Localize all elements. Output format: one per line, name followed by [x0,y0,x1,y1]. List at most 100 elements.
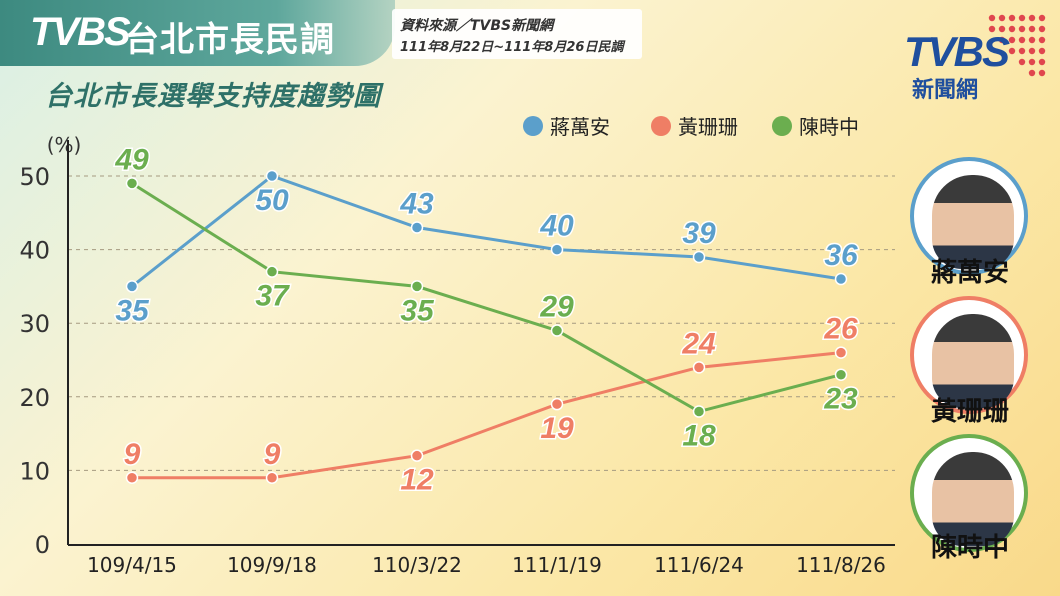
legend-label: 蔣萬安 [550,115,610,139]
source-text: 資料來源／TVBS新聞網 [400,18,554,34]
data-label: 49 [114,143,149,176]
data-label: 35 [115,294,150,327]
x-tick-label: 110/3/22 [372,553,462,577]
data-point [834,368,848,381]
series-line [132,351,842,480]
brand-dot [1018,25,1026,33]
y-axis-label: (%) [47,133,82,157]
data-label: 29 [539,291,574,324]
data-label: 37 [255,280,290,313]
brand-dot [1038,14,1046,22]
data-point [125,280,139,293]
brand-dot [998,25,1006,33]
brand-dot [1018,36,1026,44]
data-point [125,177,139,190]
legend-marker [772,116,792,136]
brand-dot [1028,58,1036,66]
data-label: 40 [539,210,574,243]
y-tick-label: 40 [19,237,50,265]
brand-dot [1038,47,1046,55]
legend-marker [523,116,543,136]
x-tick-label: 109/4/15 [87,553,177,577]
brand-dot [1028,36,1036,44]
data-point [692,250,706,264]
data-point [550,397,564,411]
candidate-name-3: 陳時中 [930,533,1009,563]
brand-dot [1038,58,1046,66]
brand-dot [1008,25,1016,33]
portrait-huang [932,314,1014,408]
data-label: 39 [682,217,716,250]
brand-dot [988,14,996,22]
x-tick-label: 111/1/19 [512,553,602,577]
y-tick-label: 0 [35,531,50,559]
brand-logo-sub: 新聞網 [912,78,979,103]
data-label: 12 [400,464,434,497]
candidate-avatar-2 [910,296,1028,414]
data-point [410,280,424,293]
candidate-avatar-1 [910,157,1028,275]
portrait-chen [932,452,1014,546]
data-label: 36 [824,239,858,272]
data-point [125,471,139,485]
y-tick-label: 10 [19,457,50,485]
legend-marker [651,116,671,136]
brand-dot [1018,58,1026,66]
candidate-name-1: 蔣萬安 [930,258,1009,288]
data-point [550,243,564,256]
data-label: 9 [124,438,141,471]
source-box: 資料來源／TVBS新聞網 111年8月22日~111年8月26日民調 [392,9,642,59]
y-tick-label: 20 [19,384,50,412]
brand-dot [1008,14,1016,22]
chart-title: 台北市長選舉支持度趨勢圖 [45,81,381,112]
brand-dot [1018,47,1026,55]
data-point [834,272,848,286]
brand-dots-icon [988,14,1046,77]
brand-dot [998,14,1006,22]
x-tick-label: 111/8/26 [796,553,886,577]
data-point [265,169,279,183]
data-point [265,471,279,485]
data-label: 23 [823,383,858,416]
legend-label: 黃珊珊 [678,115,738,139]
y-tick-label: 30 [19,310,50,338]
brand-logo: TVBS 新聞網 [898,12,1048,103]
brand-dot [1008,36,1016,44]
data-point [410,221,424,234]
tvbs-logo: TVBS [30,10,131,54]
portrait-chiang [932,175,1014,269]
x-tick-label: 109/9/18 [227,553,317,577]
data-point [265,265,279,278]
data-label: 26 [823,313,858,346]
data-point [834,346,848,359]
data-label: 9 [264,438,281,471]
source-date: 111年8月22日~111年8月26日民調 [400,40,624,55]
data-label: 24 [681,327,716,360]
data-point [692,361,706,374]
data-label: 43 [399,188,434,221]
y-tick-label: 50 [19,163,50,191]
brand-dot [1038,25,1046,33]
legend-label: 陳時中 [799,115,859,139]
data-label: 19 [540,412,574,445]
brand-dot [988,25,996,33]
brand-dot [1038,69,1046,77]
data-point [410,449,424,462]
brand-dot [1028,47,1036,55]
page-title: 台北市長民調 [125,20,335,60]
data-point [550,324,564,337]
data-label: 50 [255,184,289,217]
brand-dot [1008,47,1016,55]
brand-dot [1028,69,1036,77]
data-label: 18 [682,420,716,453]
brand-logo-text: TVBS [904,28,1010,75]
brand-dot [1038,36,1046,44]
x-tick-label: 111/6/24 [654,553,744,577]
brand-dot [998,36,1006,44]
brand-dot [1018,14,1026,22]
candidate-name-2: 黃珊珊 [930,397,1009,427]
brand-dot [1028,14,1036,22]
brand-dot [1028,25,1036,33]
series-line [131,182,842,414]
